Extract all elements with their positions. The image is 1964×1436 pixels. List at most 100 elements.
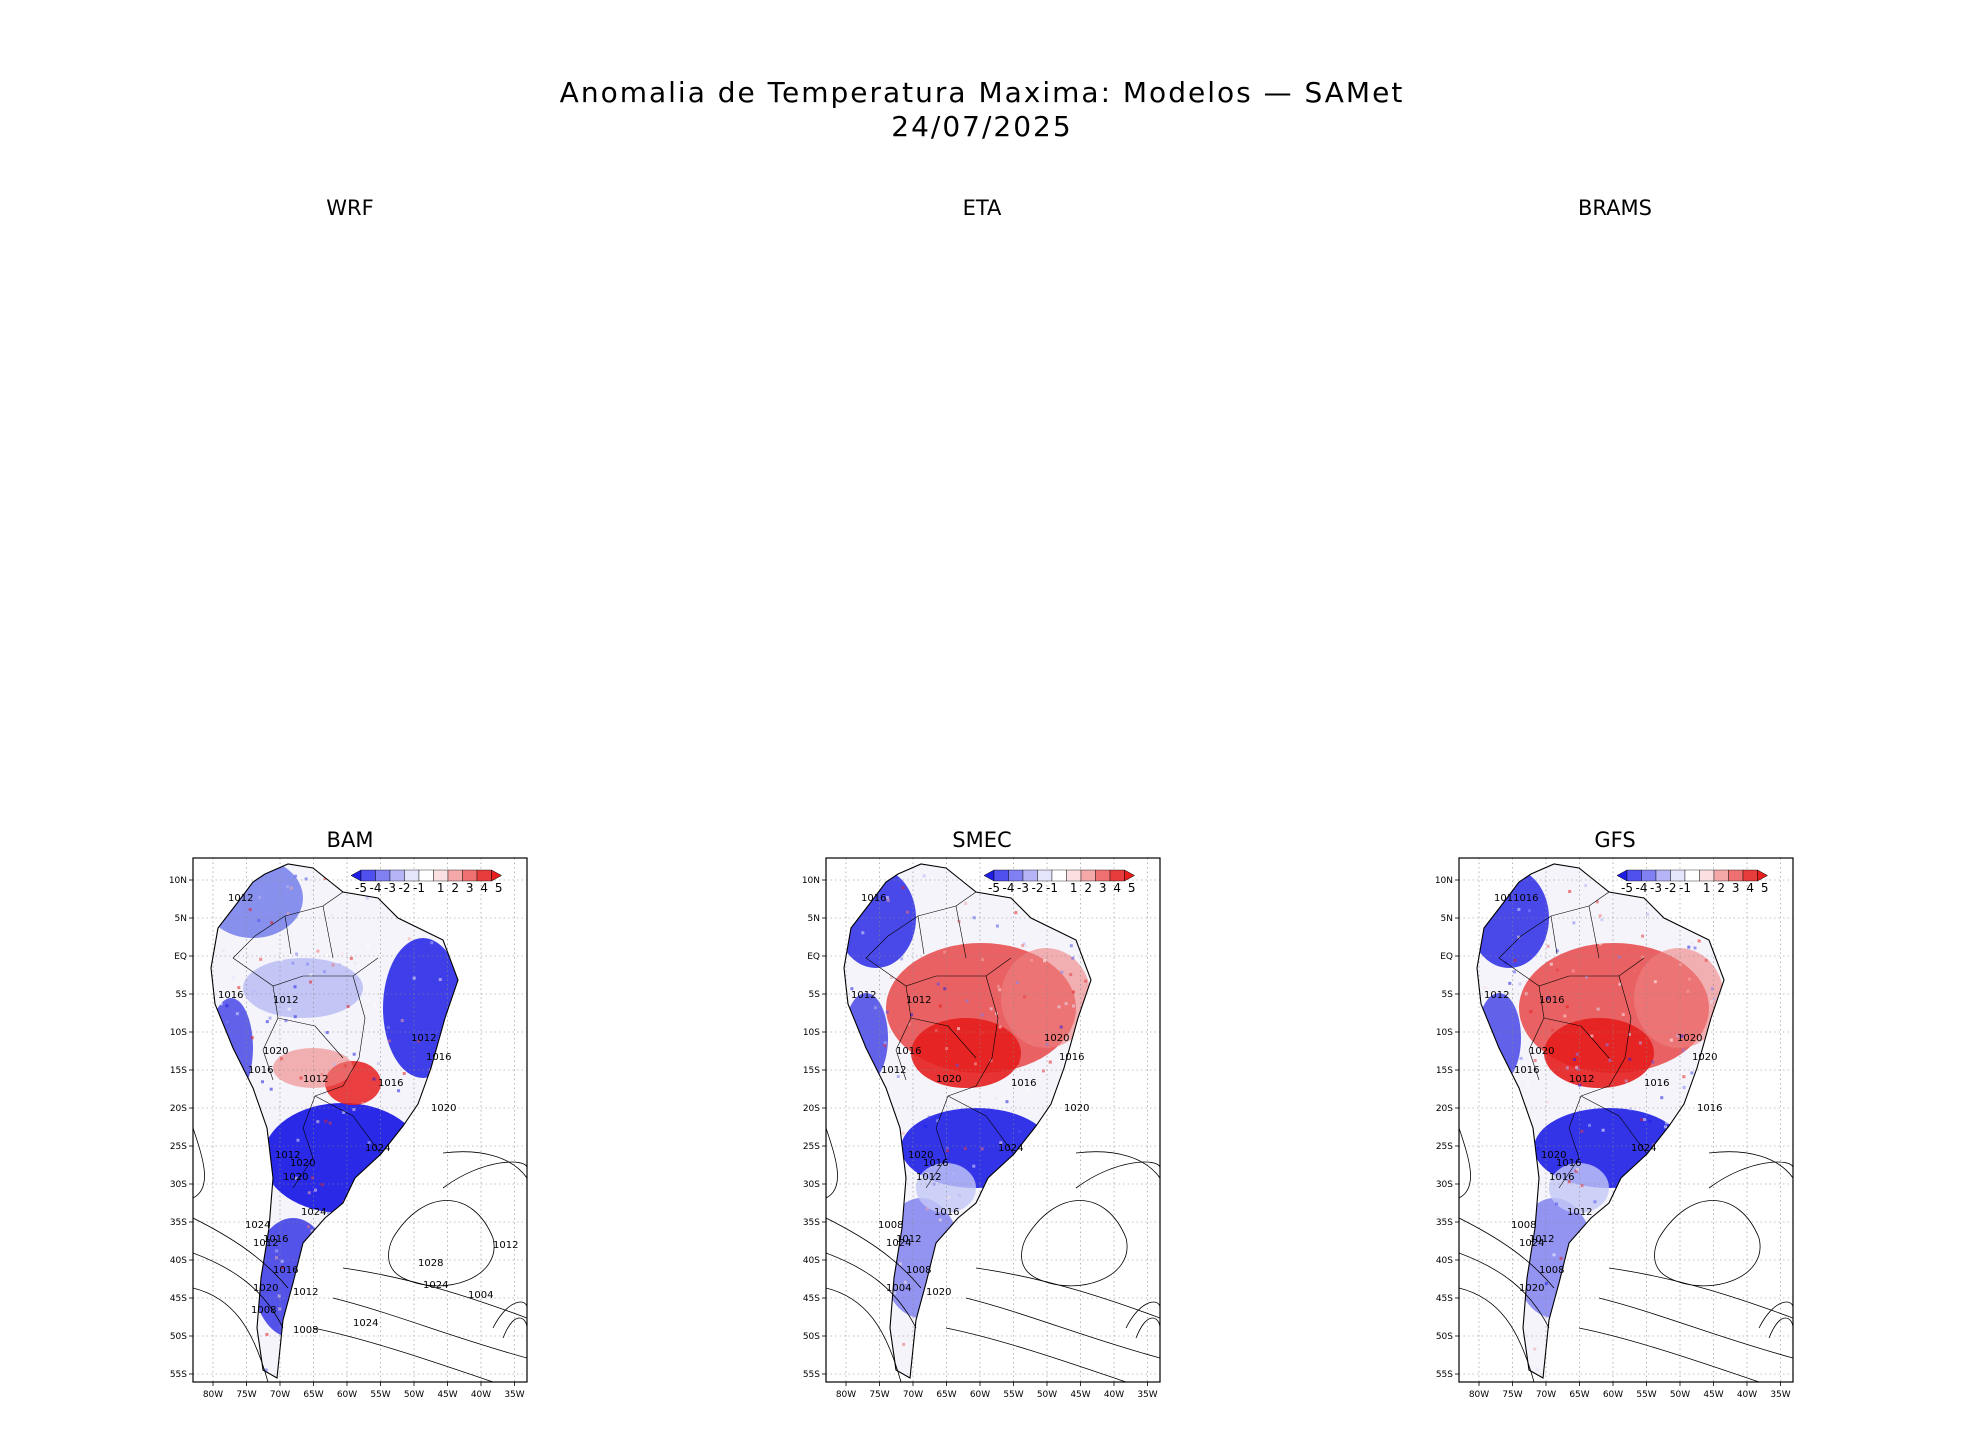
anomaly-speckle [400, 1019, 404, 1023]
panel-label-wrf: WRF [326, 196, 374, 220]
anomaly-speckle [1563, 1014, 1567, 1018]
anomaly-speckle [270, 921, 274, 925]
anomaly-speckle [981, 958, 985, 962]
lon-tick-label: 60W [337, 1390, 357, 1400]
colorbar-label: 3 [1099, 881, 1107, 895]
isobar [1768, 1317, 1793, 1339]
country-border [917, 915, 925, 955]
anomaly-speckle [1605, 1043, 1609, 1047]
anomaly-speckle [1595, 900, 1599, 904]
anomaly-speckle [980, 1030, 984, 1034]
anomaly-speckle [1651, 1060, 1655, 1064]
anomaly-speckle [957, 1193, 961, 1197]
anomaly-speckle [310, 1229, 314, 1233]
anomaly-speckle [1621, 1013, 1625, 1017]
anomaly-speckle [1030, 958, 1034, 962]
lat-tick-label: EQ [807, 952, 820, 962]
anomaly-speckle [225, 1004, 229, 1008]
isobar-label: 1016 [896, 1046, 921, 1057]
map-frame [1458, 857, 1794, 1383]
lat-tick-label: 30S [803, 1180, 820, 1190]
lat-tick-label: 30S [1436, 1180, 1453, 1190]
colorbar-label: 4 [1746, 881, 1754, 895]
isobar-label: 1012 [1569, 1074, 1594, 1085]
anomaly-speckle [861, 931, 865, 935]
colorbar-segment [1742, 869, 1758, 882]
anomaly-speckle [285, 885, 289, 889]
anomaly-speckle [901, 1131, 905, 1135]
isobar-label: 1020 [1541, 1150, 1566, 1161]
anomaly-speckle [925, 1172, 929, 1176]
anomaly-speckle [1648, 1119, 1652, 1123]
anomaly-speckle [1645, 912, 1649, 916]
isobar [342, 1267, 527, 1319]
isobar-label: 1012 [253, 1238, 278, 1249]
anomaly-speckle [1574, 1169, 1578, 1173]
anomaly-speckle [1571, 969, 1575, 973]
anomaly-speckle [438, 978, 442, 982]
isobar-label: 1016 [263, 1234, 288, 1245]
isobar-label: 1012 [1567, 1207, 1592, 1218]
anomaly-speckle [323, 876, 327, 880]
anomaly-speckle [1576, 1067, 1580, 1071]
anomaly-speckle [1519, 1056, 1523, 1060]
anomaly-speckle [250, 1036, 254, 1040]
colorbar-arrow-warm [1124, 869, 1136, 882]
lat-tick-label: 5N [175, 914, 187, 924]
anomaly-speckle [316, 949, 320, 953]
anomaly-speckle [260, 1080, 264, 1084]
anomaly-speckle [1016, 1061, 1020, 1065]
anomaly-patch [1634, 948, 1724, 1048]
country-border [1528, 985, 1545, 1081]
colorbar-segment [1713, 869, 1729, 882]
anomaly-speckle [307, 1225, 311, 1229]
panel-label-bam: BAM [326, 828, 374, 852]
anomaly-speckle [1640, 1118, 1644, 1122]
lat-tick-label: 5S [176, 990, 188, 1000]
anomaly-speckle [275, 1249, 279, 1253]
lat-tick-label: 10S [170, 1028, 187, 1038]
lat-tick-label: 50S [803, 1332, 820, 1342]
anomaly-speckle [1072, 1004, 1076, 1008]
anomaly-speckle [973, 1062, 977, 1066]
anomaly-speckle [387, 1039, 391, 1043]
anomaly-speckle [1057, 1005, 1061, 1009]
anomaly-speckle [1005, 1100, 1009, 1104]
country-border [925, 1095, 949, 1189]
isobar-label: 1016 [248, 1065, 273, 1076]
anomaly-speckle [1022, 942, 1026, 946]
colorbar-label: 5 [1761, 881, 1769, 895]
anomaly-speckle [1690, 941, 1694, 945]
anomaly-speckle [279, 1154, 283, 1158]
lat-tick-label: EQ [1440, 952, 1453, 962]
anomaly-speckle [281, 1266, 285, 1270]
anomaly-speckle [1045, 1042, 1049, 1046]
anomaly-speckle [999, 1141, 1003, 1145]
lon-tick-label: 60W [1603, 1390, 1623, 1400]
anomaly-speckle [1565, 1005, 1569, 1009]
isobar-label: 1004 [886, 1283, 911, 1294]
anomaly-speckle [326, 1211, 330, 1215]
anomaly-speckle [338, 963, 342, 967]
anomaly-speckle [1584, 884, 1588, 888]
anomaly-speckle [237, 986, 241, 990]
panel-label-eta: ETA [962, 196, 1002, 220]
anomaly-speckle [1024, 944, 1028, 948]
colorbar-segment [1051, 869, 1067, 882]
anomaly-speckle [1036, 989, 1040, 993]
lon-tick-label: 40W [1104, 1390, 1124, 1400]
anomaly-speckle [900, 957, 904, 961]
colorbar-segment [1109, 869, 1125, 882]
anomaly-speckle [1041, 1069, 1045, 1073]
colorbar-segment [462, 869, 478, 882]
anomaly-speckle [311, 1094, 315, 1098]
anomaly-speckle [885, 896, 889, 900]
anomaly-speckle [1021, 944, 1025, 948]
isobar-label: 1028 [418, 1258, 443, 1269]
lat-tick-label: 55S [1436, 1370, 1453, 1380]
anomaly-speckle [258, 895, 262, 899]
anomaly-speckle [1617, 955, 1621, 959]
panel-label-smec: SMEC [952, 828, 1012, 852]
colorbar-segment [1022, 869, 1038, 882]
